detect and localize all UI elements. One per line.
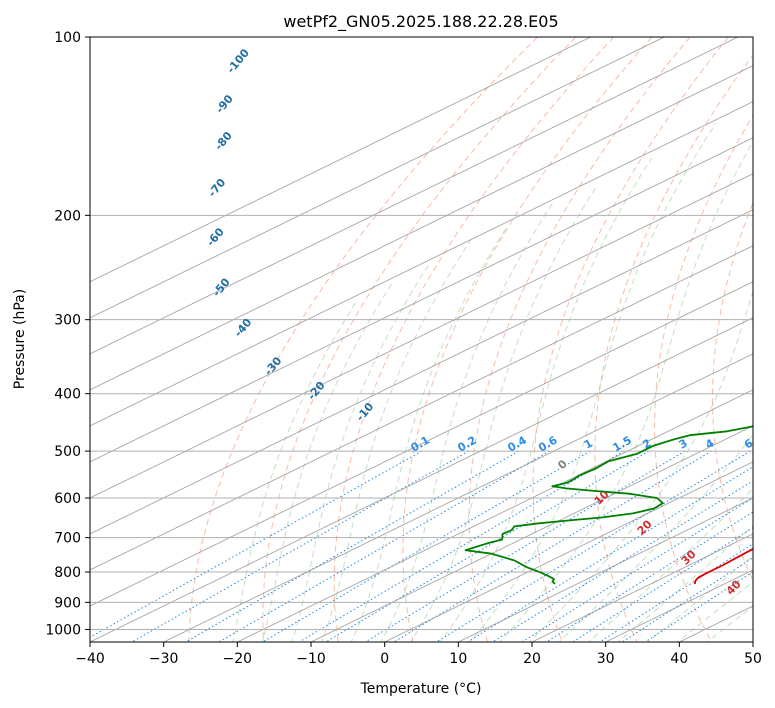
y-tick-label: 1000 [45, 622, 81, 638]
mixing-ratio-line [435, 450, 751, 642]
mixing-ratio-line [598, 543, 753, 642]
x-axis-label: Temperature (°C) [360, 681, 482, 697]
x-tick-label: 50 [744, 651, 762, 667]
chart-title: wetPf2_GN05.2025.188.22.28.E05 [283, 12, 558, 32]
moist-adiabat-line [528, 289, 753, 642]
y-tick-label: 600 [54, 491, 81, 507]
moist-adiabat-line [261, 282, 393, 642]
x-tick-label: 30 [597, 651, 615, 667]
y-axis-ticks: 100 200 300 400 500 600 700 800 900 1000 [45, 30, 90, 638]
mixing-ratio-line [130, 450, 470, 642]
isotherm-line [90, 209, 753, 535]
isotherm-line [90, 65, 753, 391]
y-tick-label: 900 [54, 595, 81, 611]
isotherm-line [310, 425, 753, 642]
isotherm-line [384, 461, 753, 642]
moist-adiabat-line [321, 239, 472, 642]
mixing-ratio-line [521, 497, 753, 642]
mixing-ratio-line [393, 450, 712, 642]
x-tick-label: −40 [75, 651, 105, 667]
x-axis-ticks: −40 −30 −20 −10 0 10 20 30 40 50 [75, 642, 762, 667]
isotherm-line [90, 173, 753, 499]
y-tick-label: 800 [54, 565, 81, 581]
isotherm-line [458, 497, 753, 642]
moist-adiabat-line [410, 187, 596, 642]
mixing-ratio-line [217, 450, 550, 642]
mixing-ratio-line [545, 511, 753, 642]
moist-adiabat-line [380, 201, 554, 642]
y-tick-label: 200 [54, 208, 81, 224]
x-tick-label: 10 [449, 651, 467, 667]
plot-area: -100-90-80-70-60-50-40-30-20-100.1 0.2 0.4… [90, 37, 755, 642]
mixing-ratio-line [184, 450, 520, 642]
isotherm-line [531, 533, 753, 642]
isotherm-line [90, 245, 753, 571]
x-tick-label: 0 [380, 651, 389, 667]
dry-adiabat-line [333, 37, 615, 642]
x-tick-label: 20 [523, 651, 541, 667]
y-tick-label: 700 [54, 531, 81, 547]
dewpoint-line [464, 425, 753, 585]
x-tick-label: −30 [149, 651, 179, 667]
x-tick-label: −20 [223, 651, 253, 667]
mixing-ratio-lines [90, 450, 753, 642]
dry-adiabat-line [532, 37, 729, 642]
isotherm-line [163, 353, 753, 642]
mixing-ratio-line [621, 557, 753, 642]
mixing-ratio-line [491, 480, 753, 642]
y-tick-label: 100 [54, 30, 81, 46]
isotherm-line [90, 37, 739, 355]
mixing-ratio-line [644, 571, 753, 642]
isotherm-line [90, 37, 591, 283]
plot-frame [89, 36, 754, 643]
mixing-ratio-line [325, 450, 649, 642]
moist-adiabat-line [439, 157, 653, 642]
moist-adiabat-line [232, 301, 357, 642]
isotherm-line [90, 281, 753, 607]
dry-adiabat-line [712, 201, 753, 583]
isotherm-line [90, 101, 753, 427]
mixing-ratio-line [261, 450, 591, 642]
isotherm-line [90, 317, 753, 642]
x-tick-label: 40 [670, 651, 688, 667]
isotherms [90, 37, 753, 642]
mixing-ratio-label: 6 [742, 436, 755, 451]
y-tick-label: 400 [54, 387, 81, 403]
x-tick-label: −10 [296, 651, 326, 667]
y-axis-label: Pressure (hPa) [12, 289, 28, 389]
profile-series [464, 425, 753, 585]
isotherm-line [237, 389, 753, 642]
isotherm-line [90, 37, 665, 319]
moist-adiabat-line [499, 140, 753, 642]
y-tick-label: 500 [54, 444, 81, 460]
y-tick-label: 300 [54, 313, 81, 329]
